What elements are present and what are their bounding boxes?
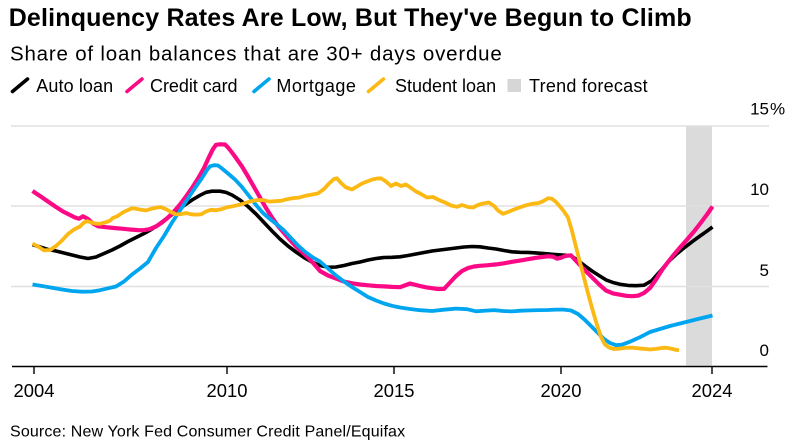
svg-text:Student loan: Student loan <box>395 76 496 96</box>
svg-text:5: 5 <box>760 261 769 280</box>
svg-text:Auto loan: Auto loan <box>36 76 113 96</box>
svg-text:2010: 2010 <box>207 380 248 401</box>
svg-text:2015: 2015 <box>374 380 415 401</box>
svg-text:0: 0 <box>760 341 769 360</box>
svg-text:Credit card: Credit card <box>150 76 237 96</box>
svg-text:15: 15 <box>750 100 769 119</box>
svg-text:Trend forecast: Trend forecast <box>529 76 648 96</box>
svg-text:Delinquency Rates Are Low, But: Delinquency Rates Are Low, But They've B… <box>9 4 692 32</box>
svg-text:Source: New York Fed Consumer: Source: New York Fed Consumer Credit Pan… <box>10 424 405 441</box>
svg-text:Share of loan balances that ar: Share of loan balances that are 30+ days… <box>10 43 503 66</box>
svg-text:10: 10 <box>750 180 769 199</box>
svg-text:Mortgage: Mortgage <box>276 76 356 96</box>
svg-text:2024: 2024 <box>692 380 733 401</box>
svg-text:2004: 2004 <box>14 380 55 401</box>
svg-text:2020: 2020 <box>541 380 582 401</box>
svg-text:%: % <box>770 100 785 119</box>
